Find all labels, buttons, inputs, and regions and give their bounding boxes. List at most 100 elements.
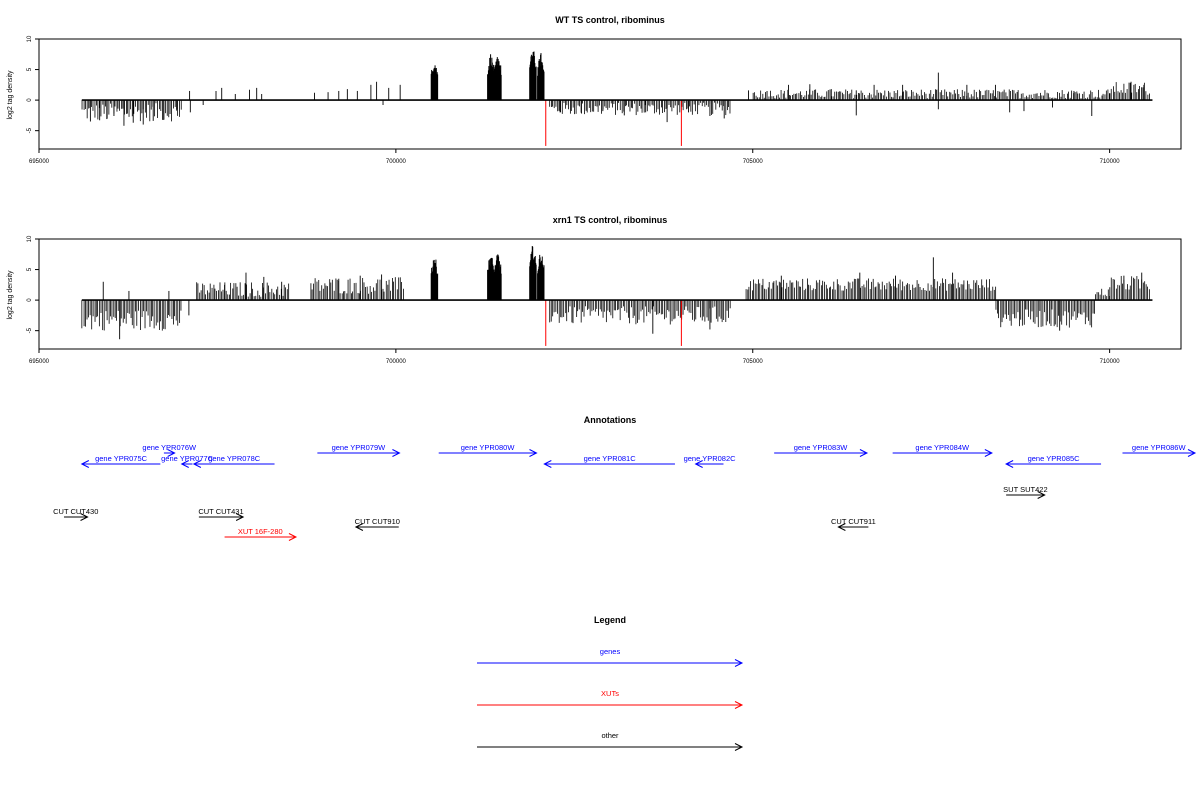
annotation-feature: XUT 16F-280 xyxy=(224,527,298,541)
feature-arrowhead xyxy=(167,449,176,457)
legend-arrowhead xyxy=(734,701,744,709)
y-tick-label: 10 xyxy=(27,235,33,242)
annotation-feature: CUT CUT431 xyxy=(198,507,245,521)
annotation-feature: gene YPR078C xyxy=(192,454,275,468)
noise-run xyxy=(745,278,997,301)
legend-item: genes xyxy=(477,647,744,667)
x-tick-label: 700000 xyxy=(386,359,407,365)
feature-label: gene YPR077C xyxy=(161,454,214,463)
y-tick-label: -5 xyxy=(27,127,33,133)
annotation-feature: gene YPR086W xyxy=(1122,443,1197,457)
annotation-feature: CUT CUT430 xyxy=(53,507,98,521)
feature-arrowhead xyxy=(288,533,298,541)
annotation-feature: gene YPR077C xyxy=(161,454,214,468)
density-peak xyxy=(430,65,439,101)
legend-item: XUTs xyxy=(477,689,744,709)
x-tick-label: 700000 xyxy=(386,159,407,165)
annotation-feature: gene YPR081C xyxy=(543,454,675,468)
annotation-feature: gene YPR083W xyxy=(774,443,869,457)
feature-arrowhead xyxy=(859,449,869,457)
noise-run xyxy=(310,277,404,301)
density-peak xyxy=(529,51,537,101)
xrn1-signal-bars xyxy=(81,246,1153,346)
legend-arrowhead xyxy=(734,659,744,667)
noise-run xyxy=(81,100,182,122)
density-peak xyxy=(494,57,502,101)
noise-run xyxy=(752,89,1110,101)
feature-arrowhead xyxy=(543,460,552,468)
annotation-feature: CUT CUT911 xyxy=(831,517,876,531)
feature-arrowhead xyxy=(1005,460,1014,468)
x-tick-label: 705000 xyxy=(743,159,764,165)
annotation-feature: gene YPR084W xyxy=(892,443,993,457)
xrn1-panel-title: xrn1 TS control, ribominus xyxy=(553,215,668,225)
feature-arrowhead xyxy=(180,460,189,468)
y-tick-label: 0 xyxy=(27,98,33,102)
legend-label: XUTs xyxy=(601,689,619,698)
feature-label: CUT CUT911 xyxy=(831,517,876,526)
feature-arrowhead xyxy=(984,449,993,457)
legend-label: genes xyxy=(600,647,621,656)
x-tick-label: 695000 xyxy=(29,359,50,365)
feature-arrowhead xyxy=(837,523,846,531)
feature-arrowhead xyxy=(80,460,90,468)
noise-run xyxy=(995,300,1095,328)
annotation-feature: gene YPR082C xyxy=(684,454,736,468)
feature-label: CUT CUT910 xyxy=(355,517,400,526)
noise-run xyxy=(549,100,731,116)
wt-panel-title: WT TS control, ribominus xyxy=(555,15,665,25)
density-peak xyxy=(529,246,537,301)
annotation-feature: CUT CUT910 xyxy=(355,517,400,531)
density-peak xyxy=(487,257,495,301)
density-peak xyxy=(430,259,439,301)
feature-label: CUT CUT430 xyxy=(53,507,98,516)
annotation-feature: gene YPR076W xyxy=(142,443,197,457)
annotation-feature: gene YPR079W xyxy=(317,443,401,457)
wt-axes: 695000 700000 705000 710000 -5 0 5 10 xyxy=(27,35,1120,165)
feature-label: SUT SUT422 xyxy=(1003,485,1047,494)
density-peak xyxy=(494,254,502,301)
feature-label: gene YPR075C xyxy=(95,454,148,463)
legend-arrowhead xyxy=(734,743,744,751)
noise-run xyxy=(549,300,731,325)
annotation-feature: gene YPR085C xyxy=(1005,454,1102,468)
feature-arrowhead xyxy=(529,449,538,457)
wt-density-panel: WT TS control, ribominus log2 tag densit… xyxy=(7,15,1182,165)
x-tick-label: 710000 xyxy=(1100,159,1121,165)
feature-label: gene YPR083W xyxy=(794,443,849,452)
y-tick-label: 5 xyxy=(27,267,33,271)
wt-y-axis-label: log2 tag density xyxy=(7,70,14,120)
legend: Legend genes XUTs other xyxy=(477,615,744,751)
xrn1-plot-frame xyxy=(38,238,1182,350)
annotations-track: Annotations gene YPR076W gene YPR075C gene… xyxy=(53,415,1197,541)
y-tick-label: 5 xyxy=(27,67,33,71)
wt-signal-bars xyxy=(81,51,1153,146)
legend-title: Legend xyxy=(594,615,626,625)
y-tick-label: 0 xyxy=(27,298,33,302)
feature-arrowhead xyxy=(80,513,89,521)
noise-run xyxy=(1109,82,1150,101)
feature-label: gene YPR084W xyxy=(915,443,970,452)
feature-label: gene YPR081C xyxy=(584,454,637,463)
legend-item: other xyxy=(477,731,744,751)
y-tick-label: -5 xyxy=(27,327,33,333)
feature-label: CUT CUT431 xyxy=(198,507,243,516)
legend-items: genes XUTs other xyxy=(477,647,744,751)
y-tick-label: 10 xyxy=(27,35,33,42)
density-peak xyxy=(487,54,495,101)
noise-run xyxy=(1095,288,1110,301)
annotation-feature: SUT SUT422 xyxy=(1003,485,1048,499)
feature-arrowhead xyxy=(354,523,364,531)
xrn1-density-panel: xrn1 TS control, ribominus log2 tag dens… xyxy=(7,215,1182,365)
feature-label: gene YPR086W xyxy=(1132,443,1187,452)
feature-arrowhead xyxy=(392,449,401,457)
xrn1-y-axis-label: log2 tag density xyxy=(7,270,14,320)
density-peak xyxy=(537,254,545,301)
feature-label: XUT 16F-280 xyxy=(238,527,283,536)
feature-arrowhead xyxy=(192,460,202,468)
noise-run xyxy=(1109,275,1150,301)
feature-label: gene YPR079W xyxy=(332,443,387,452)
wt-plot-frame xyxy=(38,38,1182,150)
feature-label: gene YPR080W xyxy=(461,443,516,452)
